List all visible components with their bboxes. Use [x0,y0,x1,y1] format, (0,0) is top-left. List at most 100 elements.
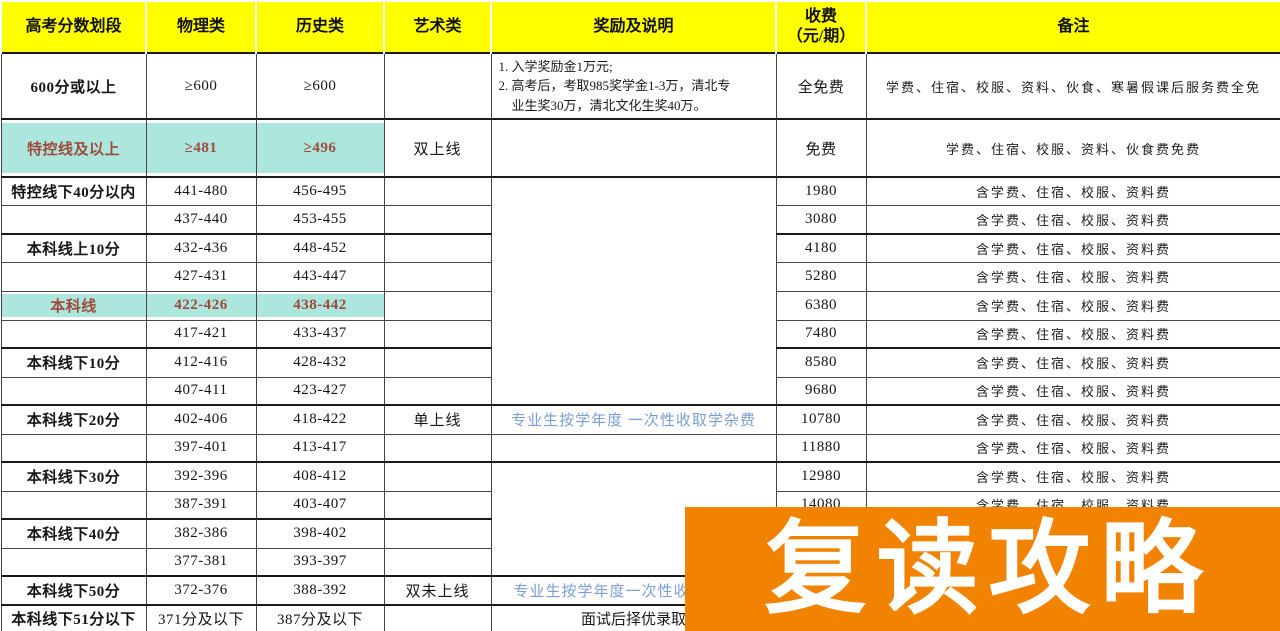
cell-physics: 412-416 [145,347,257,378]
cell-fee: 10780 [775,404,867,435]
cell-history: 428-432 [255,347,385,378]
cell-physics: 407-411 [145,376,257,406]
cell-note: 含学费、住宿、校服、资料费 [865,461,1280,492]
cell-art [383,490,492,520]
cell-fee: 3080 [775,204,867,235]
cell-physics: 372-376 [145,575,257,606]
header-row: 高考分数划段 物理类 历史类 艺术类 奖励及说明 收费 （元/期） 备注 [0,0,1280,54]
table-row: 本科线下30分 392-396 408-412 12980 含学费、住宿、校服、资料费 [0,461,1280,577]
cell-history: 453-455 [255,204,385,235]
cell-history: 438-442 [255,290,385,321]
column-header: 艺术类 [383,0,492,54]
cell-physics: 441-480 [145,176,257,206]
cell-physics: ≥481 [145,118,257,178]
table-row: 407-411 423-427 9680 含学费、住宿、校服、资料费 [0,376,1280,406]
column-header: 备注 [865,0,1280,54]
cell-art [383,290,492,321]
cell-physics: 402-406 [145,404,257,435]
cell-art [383,261,492,292]
promo-banner-text: 复读攻略 [764,512,1213,626]
cell-note: 含学费、住宿、校服、资料费 [865,176,1280,206]
cell-fee: 全免费 [775,52,867,120]
cell-art [383,347,492,378]
cell-segment: 本科线下20分 [0,404,147,435]
cell-note: 含学费、住宿、校服、资料费 [865,433,1280,463]
cell-fee: 7480 [775,319,867,349]
table-row: 本科线下20分 402-406 418-422 单上线 专业生按学年度 一次性收取学杂费… [0,404,1280,435]
column-header: 收费 （元/期） [775,0,867,54]
cell-art: 双未上线 [383,575,492,606]
cell-art: 单上线 [383,404,492,435]
cell-art [383,52,492,120]
cell-segment [0,490,147,520]
cell-history: 418-422 [255,404,385,435]
cell-segment [0,204,147,235]
cell-history: 387分及以下 [255,604,385,631]
cell-reward: 1. 入学奖励金1万元; 2. 高考后，考取985奖学金1-3万，清北专 业生奖… [490,52,777,120]
cell-physics: 417-421 [145,319,257,349]
cell-history: 393-397 [255,547,385,577]
cell-history: 408-412 [255,461,385,492]
cell-physics: 432-436 [145,233,257,263]
column-header: 历史类 [255,0,385,54]
cell-history: 403-407 [255,490,385,520]
cell-segment: 本科线下50分 [0,575,147,606]
cell-note: 含学费、住宿、校服、资料费 [865,404,1280,435]
cell-note: 含学费、住宿、校服、资料费 [865,347,1280,378]
cell-segment: 600分或以上 [0,52,147,120]
cell-art [383,204,492,235]
cell-segment: 本科线下51分以下 [0,604,147,631]
cell-history: 443-447 [255,261,385,292]
cell-fee: 6380 [775,290,867,321]
cell-reward [490,176,777,406]
cell-art [383,176,492,206]
cell-note: 含学费、住宿、校服、资料费 [865,376,1280,406]
cell-segment: 本科线下30分 [0,461,147,492]
table-row: 600分或以上 ≥600 ≥600 1. 入学奖励金1万元; 2. 高考后，考取985… [0,52,1280,120]
cell-segment [0,261,147,292]
cell-art [383,233,492,263]
cell-note: 含学费、住宿、校服、资料费 [865,261,1280,292]
cell-reward [490,118,777,178]
cell-physics: 392-396 [145,461,257,492]
cell-segment: 本科线上10分 [0,233,147,263]
column-header: 奖励及说明 [490,0,777,54]
cell-art [383,604,492,631]
table-row: 427-431 443-447 5280 含学费、住宿、校服、资料费 [0,261,1280,292]
cell-art [383,319,492,349]
cell-segment [0,319,147,349]
cell-segment [0,376,147,406]
cell-physics: 377-381 [145,547,257,577]
table-body: 600分或以上 ≥600 ≥600 1. 入学奖励金1万元; 2. 高考后，考取985… [0,52,1280,631]
cell-note: 含学费、住宿、校服、资料费 [865,290,1280,321]
cell-segment: 特控线及以上 [0,118,147,178]
cell-history: 456-495 [255,176,385,206]
table-row: 397-401 413-417 11880 含学费、住宿、校服、资料费 [0,433,1280,463]
cell-history: 388-392 [255,575,385,606]
cell-fee: 5280 [775,261,867,292]
cell-segment: 本科线下10分 [0,347,147,378]
cell-history: 413-417 [255,433,385,463]
table-row: 本科线下10分 412-416 428-432 8580 含学费、住宿、校服、资料费 [0,347,1280,378]
column-header: 物理类 [145,0,257,54]
cell-history: 398-402 [255,518,385,549]
cell-art [383,518,492,549]
cell-physics: 397-401 [145,433,257,463]
cell-note: 含学费、住宿、校服、资料费 [865,233,1280,263]
table-row: 特控线下40分以内 441-480 456-495 1980 含学费、住宿、校服、资料费 [0,176,1280,406]
cell-fee: 1980 [775,176,867,206]
cell-art [383,461,492,492]
promo-banner: 复读攻略 [685,507,1280,631]
cell-physics: 422-426 [145,290,257,321]
table-row: 特控线及以上 ≥481 ≥496 双上线 免费 学费、住宿、校服、资料、伙食费免费 [0,118,1280,178]
cell-physics: 382-386 [145,518,257,549]
cell-physics: 437-440 [145,204,257,235]
cell-physics: ≥600 [145,52,257,120]
cell-segment [0,433,147,463]
cell-history: ≥496 [255,118,385,178]
cell-fee: 9680 [775,376,867,406]
cell-segment: 特控线下40分以内 [0,176,147,206]
cell-fee: 免费 [775,118,867,178]
cell-segment: 本科线下40分 [0,518,147,549]
